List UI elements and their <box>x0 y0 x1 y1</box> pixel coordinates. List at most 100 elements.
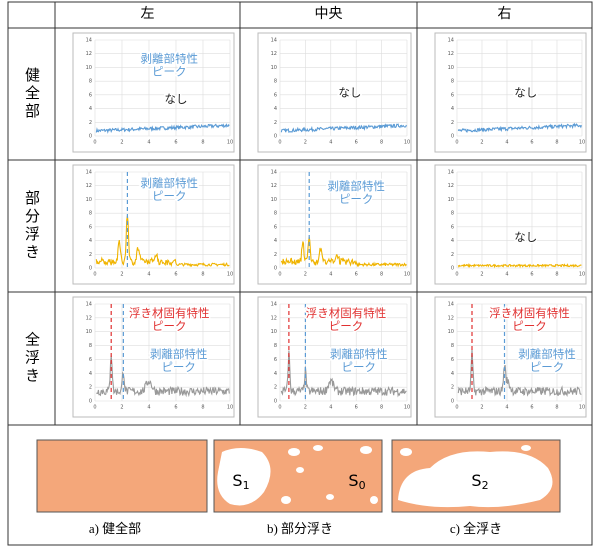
y-tick-label: 10 <box>86 329 92 335</box>
x-tick-label: 0 <box>455 272 458 278</box>
x-tick-label: 8 <box>555 272 558 278</box>
y-tick-label: 0 <box>451 134 454 140</box>
y-tick-label: 6 <box>451 224 454 230</box>
figure-b <box>213 439 383 513</box>
chart-frame <box>257 164 412 285</box>
region-label-sub: 0 <box>359 479 366 492</box>
annotation: ピーク <box>152 65 187 79</box>
y-tick-label: 0 <box>89 399 92 405</box>
x-tick-label: 4 <box>147 140 150 146</box>
x-tick-label: 8 <box>380 272 383 278</box>
y-tick-label: 14 <box>86 302 92 308</box>
x-tick-label: 6 <box>530 405 533 411</box>
x-tick-label: 6 <box>174 140 177 146</box>
x-tick-label: 6 <box>355 405 358 411</box>
y-tick-label: 6 <box>89 92 92 98</box>
annotation: 浮き材固有特性 <box>489 306 570 320</box>
chart-frame <box>434 164 587 285</box>
y-tick-label: 8 <box>89 343 92 349</box>
x-tick-label: 2 <box>480 272 483 278</box>
y-tick-label: 12 <box>448 51 454 57</box>
figure-caption: b) 部分浮き <box>267 521 333 536</box>
y-tick-label: 6 <box>89 357 92 363</box>
chart-frame <box>257 296 412 418</box>
y-tick-label: 4 <box>89 238 92 244</box>
row-header: 全浮き <box>23 331 40 386</box>
annotation: 剥離部特性 <box>150 347 208 361</box>
annotation: ピーク <box>161 360 196 374</box>
x-tick-label: 10 <box>579 405 585 411</box>
annotation: ピーク <box>152 189 187 203</box>
row-header: 健全部 <box>23 67 40 121</box>
x-tick-label: 10 <box>404 140 410 146</box>
x-tick-label: 10 <box>404 272 410 278</box>
y-tick-label: 2 <box>274 252 277 258</box>
y-tick-label: 4 <box>89 106 92 112</box>
annotation: ピーク <box>341 360 376 374</box>
annotation: なし <box>514 85 537 99</box>
y-tick-label: 8 <box>451 79 454 85</box>
spectrum-trace <box>280 236 407 268</box>
x-tick-label: 8 <box>380 140 383 146</box>
y-tick-label: 0 <box>451 266 454 272</box>
x-tick-label: 6 <box>355 272 358 278</box>
y-tick-label: 14 <box>86 38 92 44</box>
region-label-sub: 1 <box>243 479 250 492</box>
x-tick-label: 4 <box>147 272 150 278</box>
chart-frame <box>72 296 235 418</box>
x-tick-label: 8 <box>201 405 204 411</box>
spectrum-trace <box>457 262 582 269</box>
x-tick-label: 4 <box>329 405 332 411</box>
x-tick-label: 6 <box>174 405 177 411</box>
column-header: 中央 <box>315 6 343 22</box>
row-header: 部分浮き <box>23 190 40 262</box>
x-tick-label: 2 <box>304 405 307 411</box>
column-header: 右 <box>498 6 512 22</box>
annotation: なし <box>514 230 537 244</box>
y-tick-label: 14 <box>271 170 277 176</box>
y-tick-label: 6 <box>274 224 277 230</box>
x-tick-label: 10 <box>227 140 233 146</box>
region-label: S1 <box>232 471 249 493</box>
y-tick-label: 12 <box>86 51 92 57</box>
annotation: ピーク <box>512 319 547 333</box>
x-tick-label: 10 <box>579 140 585 146</box>
y-tick-label: 10 <box>271 65 277 71</box>
figure-caption: a) 健全部 <box>89 521 141 536</box>
annotation: ピーク <box>339 192 374 206</box>
y-tick-label: 0 <box>274 266 277 272</box>
y-tick-label: 2 <box>451 385 454 391</box>
x-tick-label: 10 <box>227 272 233 278</box>
x-tick-label: 2 <box>304 140 307 146</box>
y-tick-label: 0 <box>451 399 454 405</box>
y-tick-label: 10 <box>448 329 454 335</box>
x-tick-label: 0 <box>455 405 458 411</box>
x-tick-label: 2 <box>304 272 307 278</box>
y-tick-label: 6 <box>274 357 277 363</box>
y-tick-label: 8 <box>451 343 454 349</box>
y-tick-label: 10 <box>448 65 454 71</box>
y-tick-label: 12 <box>271 51 277 57</box>
y-tick-label: 2 <box>89 252 92 258</box>
x-tick-label: 4 <box>329 140 332 146</box>
x-tick-label: 2 <box>120 405 123 411</box>
y-tick-label: 2 <box>274 120 277 126</box>
x-tick-label: 0 <box>278 140 281 146</box>
y-tick-label: 10 <box>448 197 454 203</box>
annotation: ピーク <box>152 319 187 333</box>
y-tick-label: 8 <box>451 211 454 217</box>
y-tick-label: 4 <box>451 371 454 377</box>
x-tick-label: 0 <box>278 272 281 278</box>
y-tick-label: 4 <box>451 238 454 244</box>
x-tick-label: 0 <box>93 272 96 278</box>
y-tick-label: 6 <box>89 224 92 230</box>
region-label: S2 <box>471 471 488 493</box>
y-tick-label: 6 <box>274 92 277 98</box>
region-label-main: S <box>348 471 358 490</box>
x-tick-label: 0 <box>455 140 458 146</box>
y-tick-label: 6 <box>451 357 454 363</box>
x-tick-label: 4 <box>505 140 508 146</box>
y-tick-label: 12 <box>86 183 92 189</box>
annotation: 剥離部特性 <box>141 176 199 190</box>
x-tick-label: 6 <box>174 272 177 278</box>
